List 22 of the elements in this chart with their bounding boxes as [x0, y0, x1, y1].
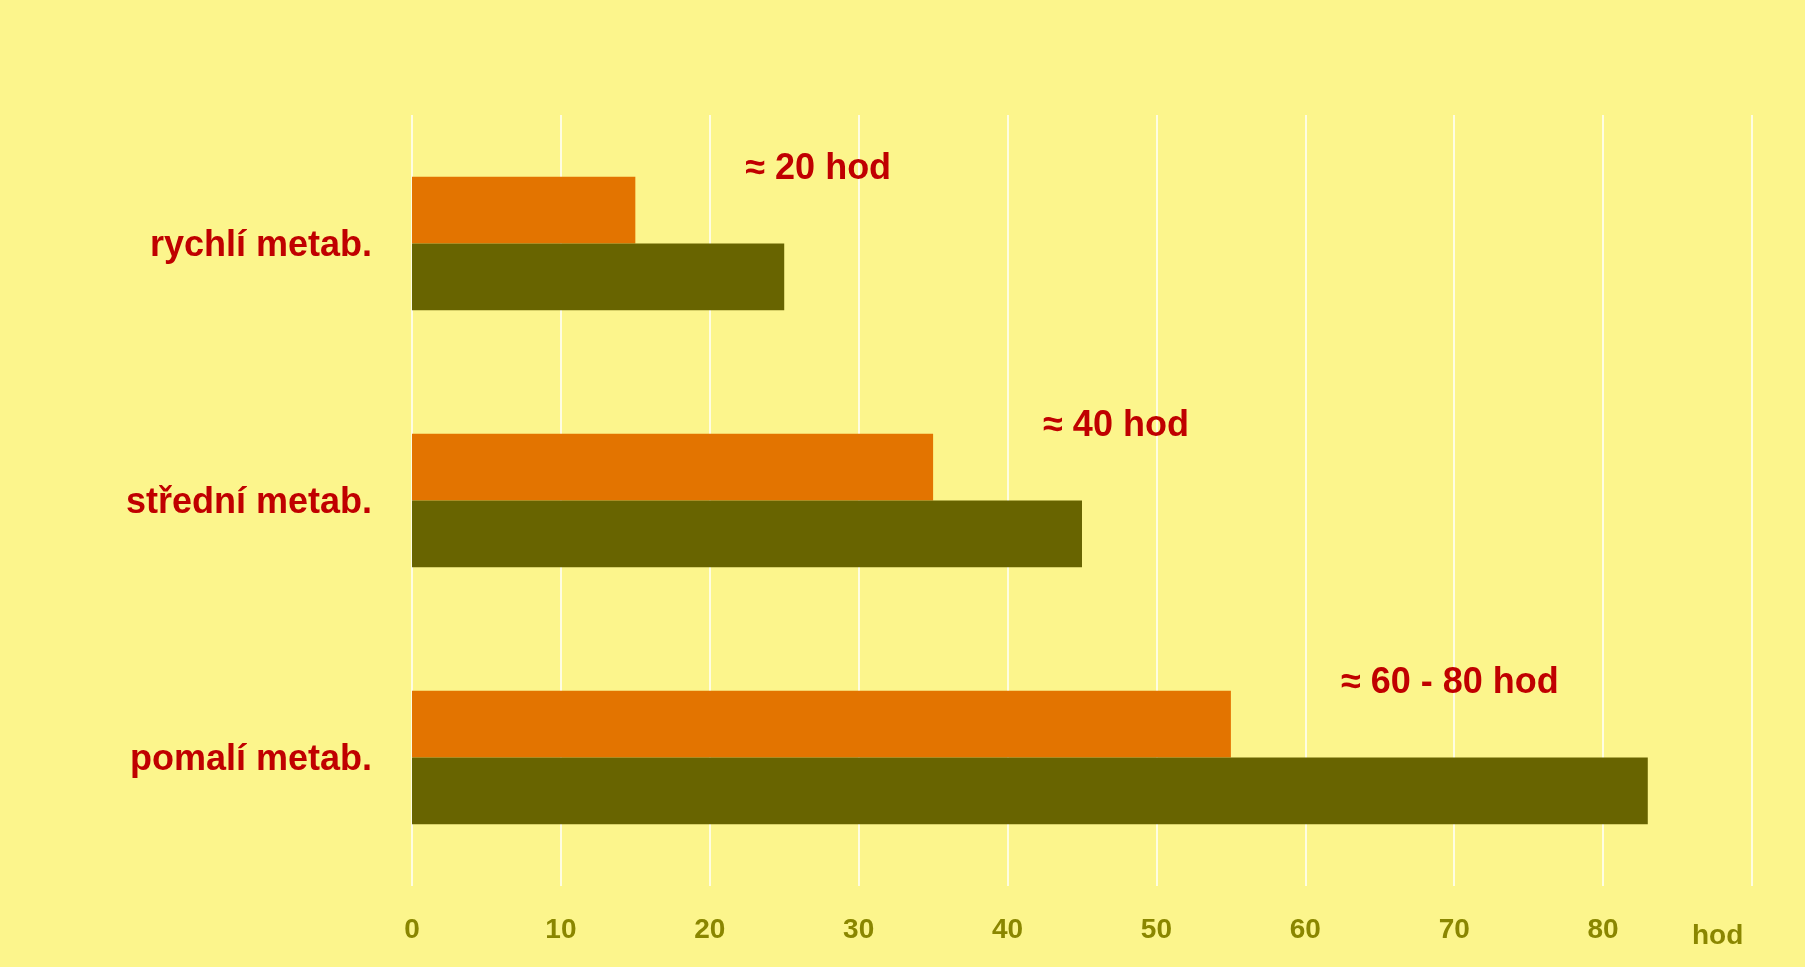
- bar: [412, 757, 1648, 825]
- x-tick-label: 70: [1438, 912, 1470, 944]
- annotation: ≈ 40 hod: [1043, 402, 1189, 444]
- x-tick-label: 10: [545, 912, 577, 944]
- x-tick-label: 0: [404, 912, 420, 944]
- x-tick-label: 50: [1140, 912, 1173, 944]
- x-tick-label: 30: [843, 912, 875, 944]
- x-tick-label: 60: [1289, 912, 1321, 944]
- bar: [412, 433, 934, 501]
- y-tick-label: pomalí metab.: [129, 737, 372, 778]
- bar: [412, 176, 636, 244]
- y-tick-label: střední metab.: [125, 480, 372, 521]
- annotation: ≈ 20 hod: [745, 145, 892, 187]
- x-tick-label: 80: [1587, 912, 1619, 944]
- bar: [412, 690, 1231, 758]
- x-tick-label: 20: [694, 912, 726, 944]
- y-tick-label: rychlí metab.: [149, 223, 372, 264]
- x-axis-title: hod: [1692, 918, 1744, 950]
- bar: [412, 500, 1082, 568]
- x-tick-label: 40: [991, 912, 1024, 944]
- annotation: ≈ 60 - 80 hod: [1340, 659, 1559, 701]
- bar: [412, 243, 785, 311]
